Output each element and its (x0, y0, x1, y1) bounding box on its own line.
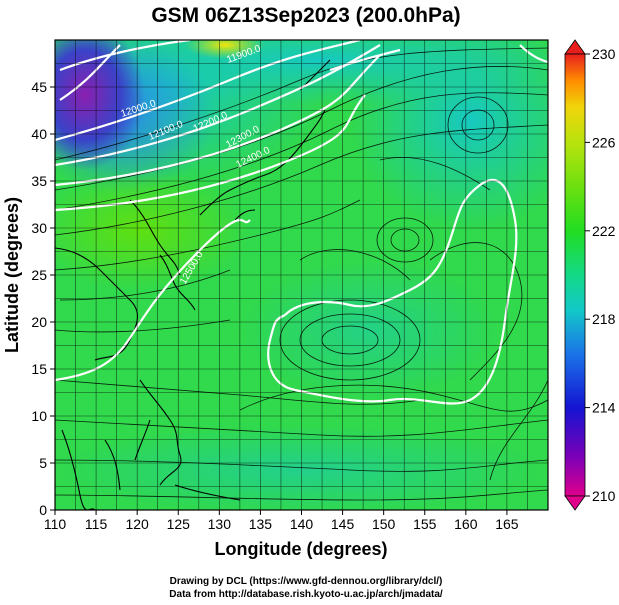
x-tick-label: 165 (495, 516, 519, 532)
y-tick-label: 25 (31, 267, 47, 283)
chart-title: GSM 06Z13Sep2023 (200.0hPa) (151, 4, 460, 27)
x-tick-label: 150 (372, 516, 396, 532)
y-tick-label: 30 (31, 220, 47, 236)
x-axis-title: Longitude (degrees) (214, 539, 387, 559)
y-tick-label: 40 (31, 126, 47, 142)
y-axis: 0 5 10 15 20 25 30 35 40 45 (31, 79, 55, 518)
y-tick-label: 20 (31, 314, 47, 330)
y-tick-label: 35 (31, 173, 47, 189)
grid (55, 40, 548, 510)
colorbar-bottom-arrow (564, 495, 586, 511)
colorbar-tick-label: 226 (592, 134, 616, 150)
y-tick-label: 10 (31, 408, 47, 424)
x-tick-label: 130 (208, 516, 232, 532)
x-tick-label: 120 (125, 516, 149, 532)
x-tick-label: 110 (44, 516, 67, 532)
coastlines (55, 59, 331, 510)
colorbar-gradient (564, 53, 586, 497)
plot-area: 11900.0 12000.0 12100.0 12200.0 12300.0 … (55, 40, 548, 510)
y-tick-label: 5 (39, 455, 47, 471)
colorbar-tick-label: 218 (592, 311, 616, 327)
colorbar-ticks: 210 214 218 222 226 230 (585, 46, 616, 504)
colorbar-tick-label: 214 (592, 400, 616, 416)
credit-data: Data from http://database.rish.kyoto-u.a… (169, 589, 443, 600)
y-tick-label: 0 (39, 502, 47, 518)
credit-drawing: Drawing by DCL (https://www.gfd-dennou.o… (170, 576, 443, 587)
colorbar-tick-label: 222 (592, 223, 616, 239)
x-tick-label: 115 (85, 516, 108, 532)
x-tick-label: 155 (413, 516, 437, 532)
colorbar: 210 214 218 222 226 230 (564, 39, 616, 511)
y-axis-title: Latitude (degrees) (2, 197, 22, 353)
x-tick-label: 160 (454, 516, 478, 532)
colorbar-tick-label: 210 (592, 488, 616, 504)
colorbar-tick-label: 230 (592, 46, 616, 62)
x-tick-label: 135 (249, 516, 273, 532)
x-tick-label: 125 (167, 516, 191, 532)
y-tick-label: 15 (31, 361, 47, 377)
x-tick-label: 145 (331, 516, 355, 532)
y-tick-label: 45 (31, 79, 47, 95)
x-axis: 110 115 120 125 130 135 140 145 150 155 160 165 (44, 510, 519, 532)
x-tick-label: 140 (290, 516, 314, 532)
colorbar-top-arrow (564, 39, 586, 55)
